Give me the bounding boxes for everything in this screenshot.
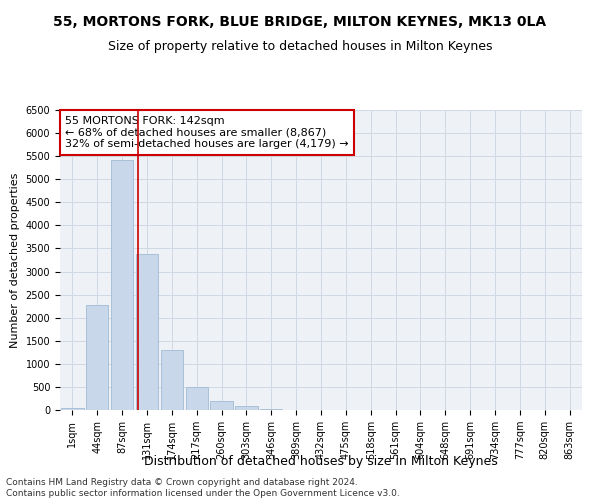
Bar bbox=[235, 406, 257, 410]
Bar bbox=[86, 305, 109, 410]
Bar bbox=[136, 254, 158, 410]
Bar bbox=[111, 160, 133, 410]
Y-axis label: Number of detached properties: Number of detached properties bbox=[10, 172, 20, 348]
Bar bbox=[185, 388, 208, 410]
Bar bbox=[260, 408, 283, 410]
Text: Size of property relative to detached houses in Milton Keynes: Size of property relative to detached ho… bbox=[108, 40, 492, 53]
Bar bbox=[211, 402, 233, 410]
Text: 55 MORTONS FORK: 142sqm
← 68% of detached houses are smaller (8,867)
32% of semi: 55 MORTONS FORK: 142sqm ← 68% of detache… bbox=[65, 116, 349, 149]
Bar bbox=[161, 350, 183, 410]
Text: Distribution of detached houses by size in Milton Keynes: Distribution of detached houses by size … bbox=[144, 454, 498, 468]
Text: 55, MORTONS FORK, BLUE BRIDGE, MILTON KEYNES, MK13 0LA: 55, MORTONS FORK, BLUE BRIDGE, MILTON KE… bbox=[53, 15, 547, 29]
Bar bbox=[61, 408, 83, 410]
Text: Contains HM Land Registry data © Crown copyright and database right 2024.
Contai: Contains HM Land Registry data © Crown c… bbox=[6, 478, 400, 498]
